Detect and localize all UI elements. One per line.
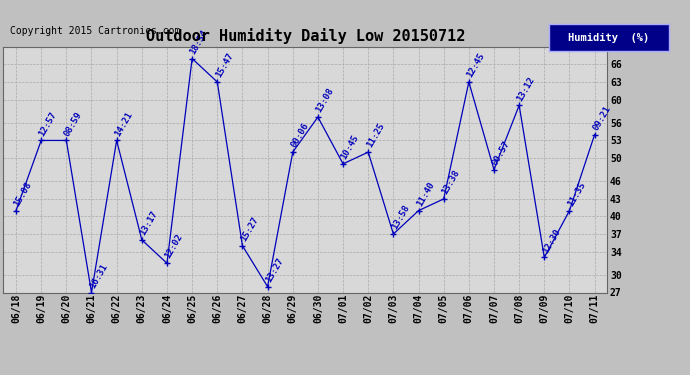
Text: 18:54: 18:54: [188, 28, 210, 56]
Text: 12:30: 12:30: [541, 227, 562, 255]
Text: 13:58: 13:58: [390, 204, 411, 231]
Text: 00:57: 00:57: [491, 139, 511, 167]
Text: 12:02: 12:02: [164, 233, 184, 261]
Text: 13:38: 13:38: [440, 168, 462, 196]
Text: 15:08: 15:08: [12, 180, 34, 208]
Text: 14:21: 14:21: [113, 110, 135, 138]
Text: 15:47: 15:47: [214, 51, 235, 79]
Text: 13:12: 13:12: [515, 75, 537, 103]
Text: 11:40: 11:40: [415, 180, 436, 208]
Text: 13:27: 13:27: [264, 256, 285, 284]
Text: Humidity  (%): Humidity (%): [569, 33, 649, 42]
Text: Copyright 2015 Cartronics.com: Copyright 2015 Cartronics.com: [10, 26, 181, 36]
Text: 11:35: 11:35: [566, 180, 587, 208]
Text: 00:06: 00:06: [289, 122, 311, 149]
Text: 09:21: 09:21: [591, 104, 612, 132]
Text: 16:31: 16:31: [88, 262, 109, 290]
Text: 08:59: 08:59: [63, 110, 84, 138]
Text: 12:45: 12:45: [465, 51, 486, 79]
Text: 13:17: 13:17: [138, 209, 159, 237]
Text: 11:25: 11:25: [364, 122, 386, 149]
Text: 13:08: 13:08: [314, 87, 335, 114]
Text: 10:45: 10:45: [339, 133, 361, 161]
Text: 15:27: 15:27: [239, 215, 260, 243]
Title: Outdoor Humidity Daily Low 20150712: Outdoor Humidity Daily Low 20150712: [146, 28, 465, 44]
Text: 12:57: 12:57: [37, 110, 59, 138]
